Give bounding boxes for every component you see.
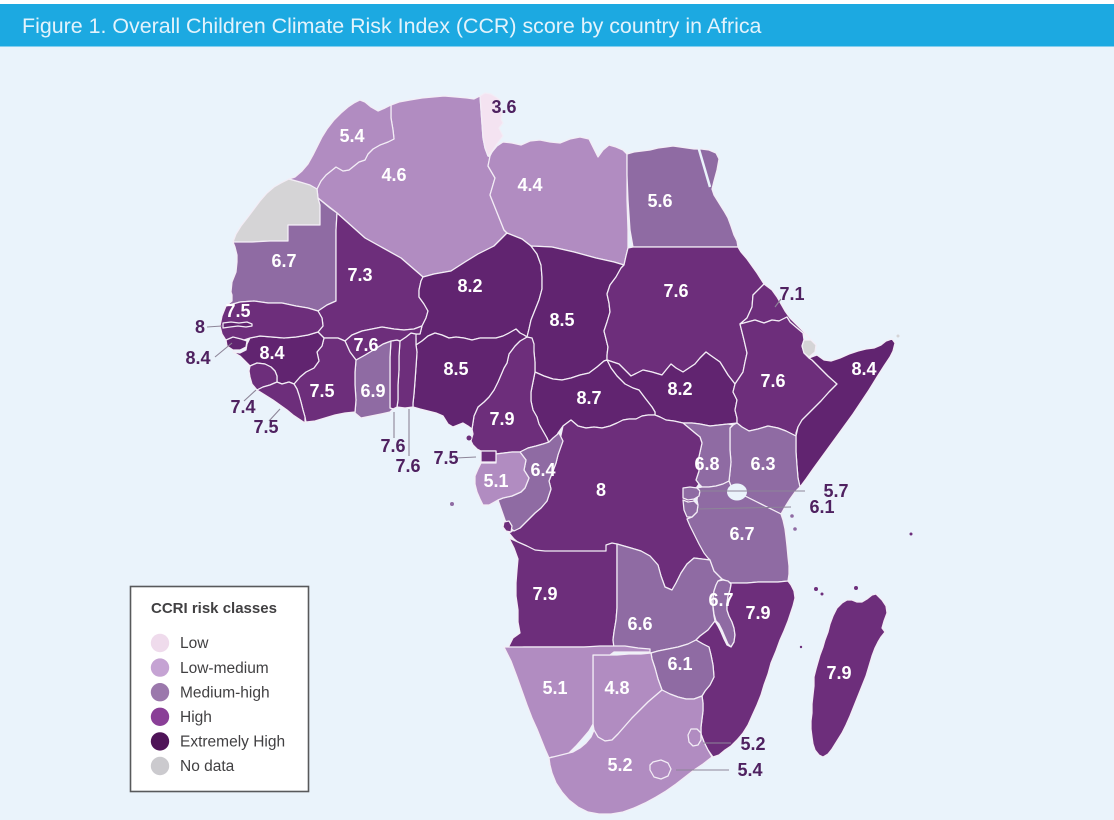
svg-text:Low-medium: Low-medium — [180, 660, 269, 677]
svg-text:5.2: 5.2 — [607, 755, 632, 775]
svg-text:5.7: 5.7 — [823, 481, 848, 501]
svg-text:7.1: 7.1 — [779, 284, 804, 304]
svg-text:6.8: 6.8 — [694, 454, 719, 474]
svg-text:7.5: 7.5 — [225, 301, 250, 321]
svg-text:8.7: 8.7 — [576, 388, 601, 408]
svg-text:5.1: 5.1 — [483, 471, 508, 491]
svg-text:High: High — [180, 709, 212, 726]
svg-text:7.5: 7.5 — [309, 381, 334, 401]
svg-text:5.6: 5.6 — [647, 191, 672, 211]
svg-text:8.4: 8.4 — [259, 343, 284, 363]
svg-text:Figure 1. Overall Children Cli: Figure 1. Overall Children Climate Risk … — [22, 14, 762, 38]
svg-text:7.6: 7.6 — [395, 456, 420, 476]
svg-text:6.6: 6.6 — [627, 614, 652, 634]
svg-text:8: 8 — [596, 480, 606, 500]
svg-text:6.3: 6.3 — [750, 454, 775, 474]
svg-text:6.7: 6.7 — [708, 590, 733, 610]
svg-text:7.6: 7.6 — [353, 335, 378, 355]
svg-text:7.6: 7.6 — [760, 371, 785, 391]
svg-text:7.9: 7.9 — [489, 409, 514, 429]
svg-text:7.6: 7.6 — [663, 281, 688, 301]
svg-text:5.4: 5.4 — [339, 126, 364, 146]
svg-text:Extremely High: Extremely High — [180, 734, 285, 751]
svg-text:7.3: 7.3 — [347, 265, 372, 285]
svg-text:8.4: 8.4 — [185, 348, 210, 368]
svg-text:6.4: 6.4 — [530, 460, 555, 480]
svg-text:6.7: 6.7 — [271, 251, 296, 271]
svg-text:8.5: 8.5 — [549, 310, 574, 330]
svg-text:8.4: 8.4 — [851, 359, 876, 379]
svg-text:8.2: 8.2 — [457, 276, 482, 296]
svg-text:5.1: 5.1 — [542, 678, 567, 698]
svg-text:3.6: 3.6 — [491, 97, 516, 117]
svg-text:7.4: 7.4 — [230, 397, 255, 417]
svg-text:5.2: 5.2 — [740, 734, 765, 754]
svg-text:No data: No data — [180, 758, 235, 775]
svg-text:8: 8 — [195, 317, 205, 337]
svg-text:CCRI risk classes: CCRI risk classes — [151, 600, 277, 617]
svg-text:8.2: 8.2 — [667, 379, 692, 399]
svg-text:Medium-high: Medium-high — [180, 684, 270, 701]
svg-text:6.7: 6.7 — [729, 524, 754, 544]
svg-text:7.9: 7.9 — [826, 663, 851, 683]
svg-text:4.6: 4.6 — [381, 165, 406, 185]
svg-text:8.5: 8.5 — [443, 359, 468, 379]
svg-text:6.1: 6.1 — [667, 654, 692, 674]
svg-text:7.9: 7.9 — [532, 584, 557, 604]
svg-text:5.4: 5.4 — [737, 760, 762, 780]
svg-text:7.5: 7.5 — [253, 417, 278, 437]
svg-text:7.9: 7.9 — [745, 603, 770, 623]
svg-text:4.8: 4.8 — [604, 678, 629, 698]
svg-text:7.6: 7.6 — [380, 436, 405, 456]
svg-text:7.5: 7.5 — [433, 448, 458, 468]
svg-text:6.9: 6.9 — [360, 381, 385, 401]
svg-text:Low: Low — [180, 635, 209, 652]
svg-text:6.1: 6.1 — [809, 497, 834, 517]
svg-text:4.4: 4.4 — [517, 175, 542, 195]
